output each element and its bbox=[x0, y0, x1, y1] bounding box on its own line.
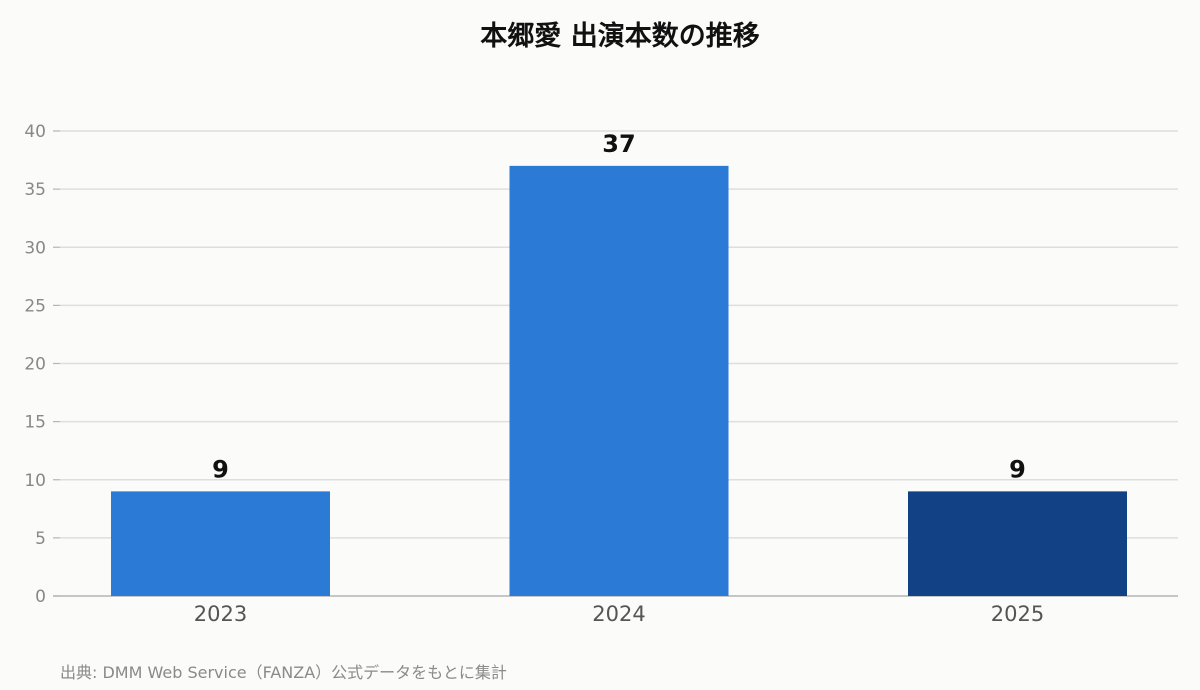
bars bbox=[111, 165, 1127, 596]
y-tick-label: 0 bbox=[35, 587, 46, 607]
x-tick-label: 2023 bbox=[194, 602, 247, 626]
y-tick-label: 40 bbox=[24, 122, 46, 142]
y-tick-label: 15 bbox=[24, 413, 46, 433]
x-axis: 2023 2024 2025 bbox=[194, 602, 1044, 626]
data-label: 9 bbox=[212, 455, 229, 483]
source-note: 出典: DMM Web Service（FANZA）公式データをもとに集計 bbox=[60, 663, 507, 682]
bar-2024 bbox=[509, 165, 729, 596]
y-tick-label: 30 bbox=[24, 238, 46, 258]
bar-2023 bbox=[111, 491, 330, 596]
y-tick-label: 35 bbox=[24, 180, 46, 200]
bar-2025 bbox=[908, 491, 1127, 596]
y-tick-label: 10 bbox=[24, 471, 46, 491]
y-tick-label: 20 bbox=[24, 355, 46, 375]
y-tick-label: 25 bbox=[24, 296, 46, 316]
chart-title: 本郷愛 出演本数の推移 bbox=[480, 21, 760, 52]
data-label: 37 bbox=[602, 130, 635, 158]
data-label: 9 bbox=[1009, 455, 1026, 483]
y-tick-label: 5 bbox=[35, 529, 46, 549]
data-labels: 9 37 9 bbox=[212, 130, 1026, 484]
x-tick-label: 2024 bbox=[592, 602, 645, 626]
x-tick-label: 2025 bbox=[991, 602, 1044, 626]
